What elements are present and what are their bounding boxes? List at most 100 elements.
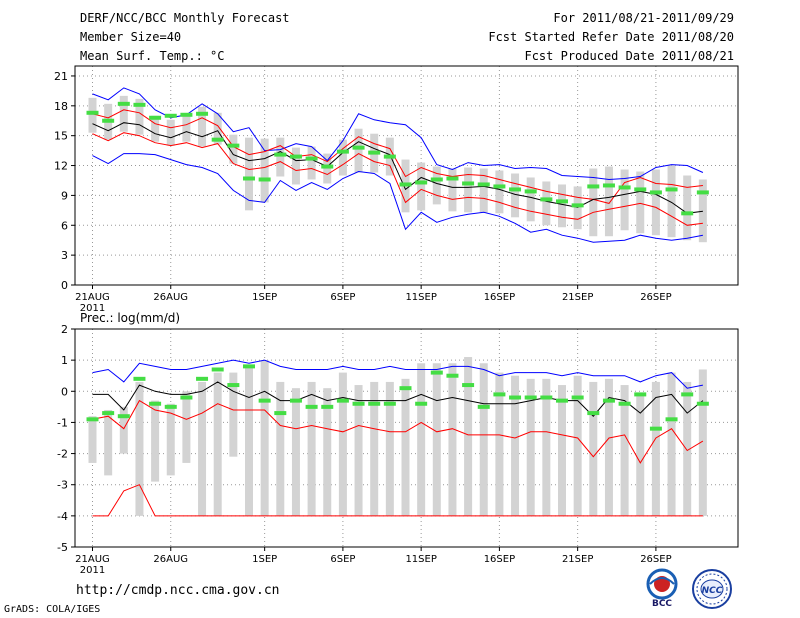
x-tick-label: 1SEP	[252, 292, 277, 303]
obs-marker	[649, 190, 662, 195]
obs-marker	[133, 376, 146, 381]
spread-bar	[385, 381, 394, 516]
obs-marker	[149, 115, 162, 120]
x-tick-label: 21SEP	[562, 292, 593, 303]
obs-marker	[117, 101, 130, 106]
bcc-logo: BCC	[640, 568, 684, 610]
obs-marker	[352, 145, 365, 150]
obs-marker	[556, 398, 568, 403]
variable-label: Mean Surf. Temp.: °C	[80, 49, 225, 63]
spread-bar	[604, 378, 613, 516]
spread-bar	[698, 179, 707, 243]
spread-bar	[432, 166, 441, 205]
spread-bar	[558, 184, 566, 228]
obs-marker	[368, 401, 381, 406]
series-line-mean	[92, 122, 703, 214]
spread-bar	[464, 167, 473, 213]
obs-marker	[477, 182, 490, 187]
obs-marker	[86, 110, 99, 115]
spread-bar	[323, 388, 332, 516]
series-line-lower	[92, 399, 704, 464]
obs-marker	[196, 376, 209, 381]
spread-bar	[338, 139, 347, 176]
spread-bar	[229, 372, 238, 457]
y-tick-label: -4	[57, 510, 68, 523]
x-tick-label: 6SEP	[330, 554, 355, 565]
spread-bar	[620, 385, 629, 516]
obs-marker	[446, 373, 459, 378]
obs-marker	[540, 197, 553, 202]
obs-marker	[665, 187, 678, 192]
spread-bar	[589, 168, 598, 237]
obs-marker	[399, 182, 412, 187]
obs-marker	[618, 401, 631, 406]
obs-marker	[430, 177, 443, 182]
y-tick-label: 0	[61, 279, 68, 292]
forecast-period: For 2011/08/21-2011/09/29	[553, 11, 734, 25]
source-url[interactable]: http://cmdp.ncc.cma.gov.cn	[76, 583, 280, 598]
spread-bar	[495, 372, 504, 516]
obs-marker	[243, 176, 255, 181]
obs-marker	[336, 149, 349, 154]
spread-bar	[651, 169, 660, 236]
plot-frame	[74, 65, 739, 286]
spread-bar	[604, 166, 613, 237]
obs-marker	[681, 211, 694, 216]
obs-marker	[415, 401, 428, 406]
x-tick-label: 26AUG	[153, 292, 188, 303]
ncc-logo-text: NCC	[702, 586, 723, 596]
spread-bar	[245, 366, 253, 516]
y-tick-label: 3	[61, 249, 68, 262]
spread-bar	[276, 137, 285, 177]
spread-bar	[620, 169, 629, 231]
spread-bar	[401, 378, 410, 516]
spread-bar	[651, 381, 660, 516]
obs-marker	[462, 383, 475, 388]
spread-bar	[213, 372, 222, 516]
fcst-produced-date: Fcst Produced Date 2011/08/21	[524, 49, 734, 63]
x-tick-label: 11SEP	[405, 554, 436, 565]
spread-bar	[636, 171, 645, 234]
obs-marker	[180, 112, 193, 117]
series-line-max	[92, 359, 703, 389]
obs-marker	[524, 189, 537, 194]
fcst-started-date: Fcst Started Refer Date 2011/08/20	[488, 30, 734, 44]
spread-bar	[307, 381, 316, 516]
spread-bar	[667, 372, 676, 516]
obs-marker	[493, 184, 506, 189]
obs-marker	[477, 404, 490, 409]
bcc-logo-text: BCC	[652, 599, 672, 609]
spread-bar	[88, 416, 97, 463]
series-line-lower	[92, 132, 703, 226]
spread-bar	[573, 375, 582, 516]
obs-marker	[336, 398, 349, 403]
obs-marker	[399, 386, 412, 391]
y-tick-label: -1	[57, 416, 68, 429]
series-line-min	[92, 484, 703, 517]
obs-marker	[509, 395, 522, 400]
member-size: Member Size=40	[80, 30, 182, 44]
obs-marker	[243, 364, 255, 369]
spread-bar	[636, 394, 645, 516]
y-tick-label: 0	[61, 385, 68, 398]
obs-marker	[634, 187, 647, 192]
obs-marker	[649, 426, 662, 431]
x-tick-label: 21AUG	[75, 554, 110, 565]
y-tick-label: 9	[61, 189, 68, 202]
spread-bar	[338, 372, 347, 516]
spread-bar	[495, 170, 504, 214]
obs-marker	[696, 401, 709, 406]
x-year-label: 2011	[80, 565, 105, 576]
spread-bar	[448, 363, 457, 516]
x-tick-label: 16SEP	[484, 554, 515, 565]
panel-precipitation: -5 -4 -3 -2 -1 0 1 2 21AUG 26AUG 1SEP 6SEP 11SEP 16SE…	[57, 311, 739, 576]
spread-bar	[432, 363, 441, 516]
x-tick-label: 16SEP	[484, 292, 515, 303]
spread-bar	[198, 381, 207, 516]
series-line-min	[92, 153, 703, 243]
ncc-logo: NCC	[690, 568, 734, 610]
obs-marker	[196, 111, 209, 116]
obs-marker	[681, 392, 694, 397]
series-line-max	[92, 87, 704, 181]
spread-bar	[542, 378, 551, 516]
